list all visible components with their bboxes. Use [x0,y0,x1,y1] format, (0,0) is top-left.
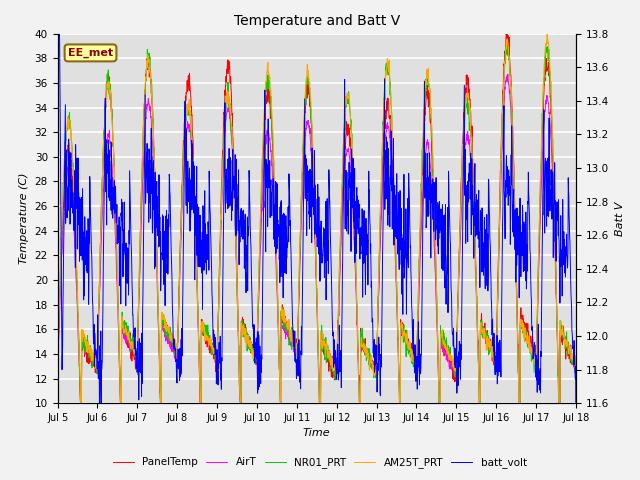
PanelTemp [209,348,216,353]
Y-axis label: Batt V: Batt V [614,201,625,236]
PanelTemp [324,350,332,356]
AM25T_PRT [497,188,504,194]
NR01_PRT [568,360,576,366]
PanelTemp [568,361,576,367]
batt_volt [568,326,576,332]
batt_volt [497,360,504,365]
AirT [223,106,231,112]
AirT [504,72,512,77]
AM25T_PRT [223,92,231,97]
PanelTemp [502,31,510,36]
AirT [77,400,84,406]
NR01_PRT [77,400,84,406]
AM25T_PRT [572,400,580,406]
AM25T_PRT [543,31,551,36]
Legend: PanelTemp, AirT, NR01_PRT, AM25T_PRT, batt_volt: PanelTemp, AirT, NR01_PRT, AM25T_PRT, ba… [109,453,531,472]
Line: NR01_PRT: NR01_PRT [58,39,576,403]
NR01_PRT [572,400,580,406]
AirT [324,348,332,353]
NR01_PRT [209,344,216,349]
AirT [54,365,61,371]
NR01_PRT [324,353,332,359]
Title: Temperature and Batt V: Temperature and Batt V [234,14,400,28]
AM25T_PRT [324,348,332,354]
PanelTemp [572,400,580,406]
PanelTemp [497,167,504,172]
batt_volt [209,305,216,311]
batt_volt [217,377,225,383]
NR01_PRT [54,361,61,367]
Text: EE_met: EE_met [68,48,113,58]
AirT [217,239,225,245]
NR01_PRT [217,233,225,239]
PanelTemp [54,361,61,367]
batt_volt [54,48,61,53]
NR01_PRT [497,188,504,194]
AirT [568,351,576,357]
batt_volt [572,400,580,406]
Line: AirT: AirT [58,74,576,403]
PanelTemp [217,219,225,225]
Line: PanelTemp: PanelTemp [58,34,576,403]
NR01_PRT [503,36,511,42]
AM25T_PRT [77,400,84,406]
Y-axis label: Temperature (C): Temperature (C) [19,173,29,264]
AM25T_PRT [568,355,576,360]
NR01_PRT [223,86,231,92]
AirT [572,400,580,406]
batt_volt [224,206,232,212]
AM25T_PRT [217,228,225,234]
PanelTemp [77,400,84,406]
AirT [497,202,504,207]
batt_volt [55,31,63,36]
PanelTemp [223,61,231,67]
Line: batt_volt: batt_volt [58,34,576,403]
AirT [209,344,216,349]
X-axis label: Time: Time [303,429,331,438]
batt_volt [95,400,103,406]
Line: AM25T_PRT: AM25T_PRT [58,34,576,403]
AM25T_PRT [209,346,216,352]
batt_volt [325,167,333,173]
AM25T_PRT [54,361,61,367]
